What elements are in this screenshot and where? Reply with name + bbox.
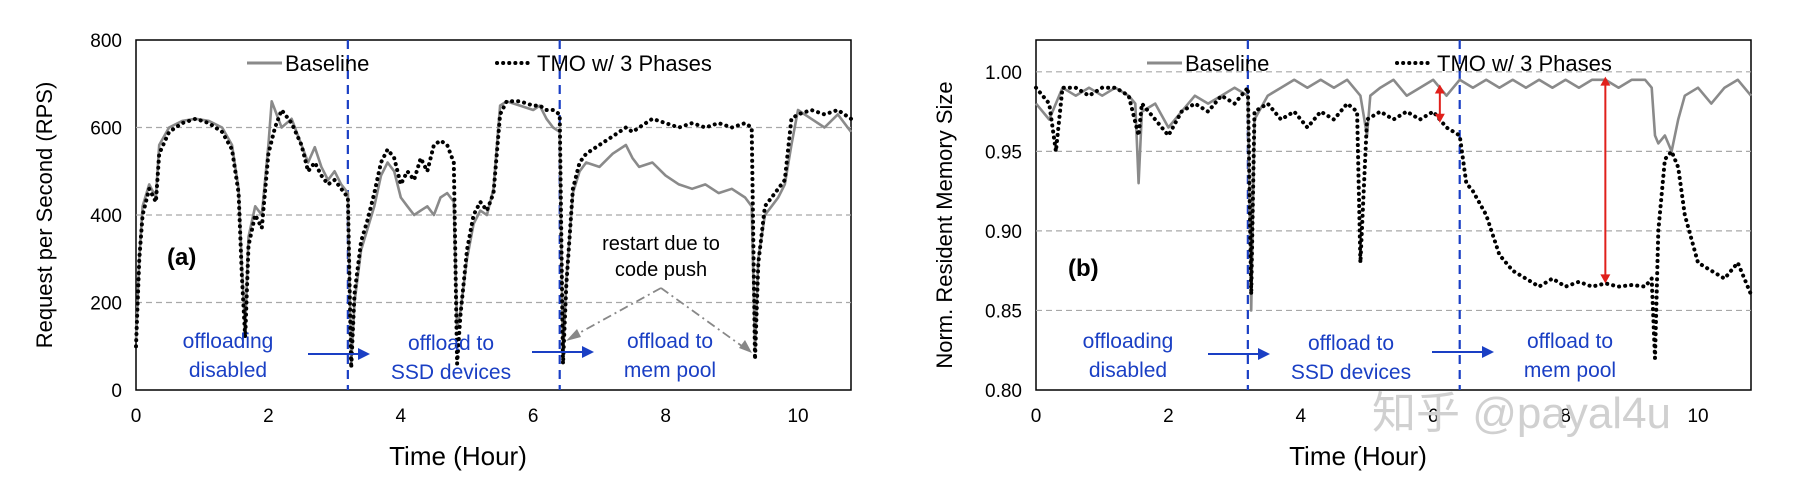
series-line-a-0: [134, 100, 853, 366]
phase-label-2-line-1-b: offload to: [1308, 332, 1394, 355]
y-axis-label-a: Request per Second (RPS): [32, 82, 57, 349]
y-tick-label-b-1: 0.85: [985, 301, 1022, 322]
y-tick-label-a-3: 600: [90, 119, 122, 140]
x-tick-label-a-5: 10: [787, 406, 808, 427]
legend-label-tmo-a: TMO w/ 3 Phases: [537, 51, 712, 76]
series-line-b-1: [1034, 85, 1753, 361]
x-tick-label-b-2: 4: [1296, 406, 1307, 427]
phase-label-1-line-1-b: offloading: [1083, 330, 1174, 353]
phase-label-1-line-1-a: offloading: [183, 330, 274, 353]
series-line-a-1: [134, 99, 853, 371]
plot-frame-b: [1035, 39, 1752, 391]
y-ticks-b: 0.80 0.85 0.90 0.95 1.00: [985, 63, 1022, 402]
phase-label-3-line-1-a: offload to: [627, 330, 713, 353]
legend-label-baseline-b: Baseline: [1185, 51, 1269, 76]
y-tick-label-a-2: 400: [90, 206, 122, 227]
x-tick-label-b-5: 10: [1687, 406, 1708, 427]
annotation-line-1-a: restart due to: [602, 233, 720, 255]
phase-label-3-line-2-a: mem pool: [624, 359, 716, 382]
chart-panel-b: 0 2 4 6 8 10 0.80 0.85 0.90 0.95 1.00 Time (Hour)…: [932, 39, 1753, 471]
x-ticks-b: 0 2 4 6 8 10: [1031, 406, 1709, 427]
annotation-line-2-a: code push: [615, 259, 707, 281]
annotation-arrowhead-right-a: [739, 340, 752, 353]
gap-marker-head-top-1: [1600, 76, 1611, 86]
x-tick-label-a-1: 2: [263, 406, 274, 427]
x-tick-label-a-4: 8: [660, 406, 671, 427]
phase-arrowhead-2-a: [582, 346, 594, 358]
y-axis-label-b: Norm. Resident Memory Size: [932, 81, 957, 368]
phase-arrowhead-1-b: [1258, 348, 1270, 360]
legend-a: Baseline TMO w/ 3 Phases: [247, 51, 712, 76]
legend-label-baseline-a: Baseline: [285, 51, 369, 76]
series-group-b: [1034, 78, 1753, 361]
phase-label-2-line-1-a: offload to: [408, 332, 494, 355]
x-tick-label-a-3: 6: [528, 406, 539, 427]
series-group-a: [134, 99, 853, 371]
y-tick-label-b-2: 0.90: [985, 222, 1022, 243]
x-tick-label-a-2: 4: [396, 406, 407, 427]
series-line-b-0: [1034, 78, 1753, 312]
y-ticks-a: 0 200 400 600 800: [90, 31, 122, 402]
gap-marker-head-bottom-0: [1434, 113, 1445, 123]
x-tick-label-b-3: 6: [1428, 406, 1439, 427]
phase-label-3-line-2-b: mem pool: [1524, 359, 1616, 382]
phase-labels-b: offloading disabled offload to SSD devic…: [1083, 330, 1616, 384]
gap-marker-head-top-0: [1434, 84, 1445, 94]
y-tick-label-a-1: 200: [90, 294, 122, 315]
y-tick-label-b-4: 1.00: [985, 63, 1022, 84]
phase-arrowhead-2-b: [1482, 346, 1494, 358]
phase-label-2-line-2-b: SSD devices: [1291, 361, 1411, 384]
watermark: 知乎 @payal4u: [1372, 389, 1671, 438]
phase-boundaries-b: [1246, 40, 1461, 390]
y-tick-label-a-0: 0: [111, 381, 122, 402]
chart-panel-a: 0 2 4 6 8 10 0 200 400 600 800 Time (Hour) Reques…: [32, 31, 853, 471]
gridlines-b: [1036, 71, 1751, 312]
x-tick-label-b-1: 2: [1163, 406, 1174, 427]
phase-boundaries-a: [346, 40, 561, 390]
panel-label-b: (b): [1068, 255, 1099, 282]
x-ticks-a: 0 2 4 6 8 10: [131, 406, 809, 427]
annotation-arrowhead-left-a: [566, 329, 581, 341]
gap-marker-head-bottom-1: [1600, 274, 1611, 284]
legend-b: Baseline TMO w/ 3 Phases: [1147, 51, 1612, 76]
x-tick-label-a-0: 0: [131, 406, 142, 427]
phase-label-1-line-2-a: disabled: [189, 359, 267, 382]
phase-label-1-line-2-b: disabled: [1089, 359, 1167, 382]
gap-markers-b: [1434, 76, 1611, 284]
restart-annotation-a: restart due to code push: [566, 233, 752, 353]
annotation-pointer-right-a: [660, 287, 747, 350]
phase-labels-a: offloading disabled offload to SSD devic…: [183, 330, 716, 384]
annotation-pointer-left-a: [571, 287, 662, 338]
phase-label-3-line-1-b: offload to: [1527, 330, 1613, 353]
y-tick-label-b-3: 0.95: [985, 142, 1022, 163]
x-tick-label-b-0: 0: [1031, 406, 1042, 427]
x-axis-label-b: Time (Hour): [1289, 441, 1427, 471]
legend-label-tmo-b: TMO w/ 3 Phases: [1437, 51, 1612, 76]
x-tick-label-b-4: 8: [1560, 406, 1571, 427]
panel-label-a: (a): [167, 244, 196, 271]
y-tick-label-b-0: 0.80: [985, 381, 1022, 402]
y-tick-label-a-4: 800: [90, 31, 122, 52]
phase-arrowhead-1-a: [358, 348, 370, 360]
phase-label-2-line-2-a: SSD devices: [391, 361, 511, 384]
x-axis-label-a: Time (Hour): [389, 441, 527, 471]
